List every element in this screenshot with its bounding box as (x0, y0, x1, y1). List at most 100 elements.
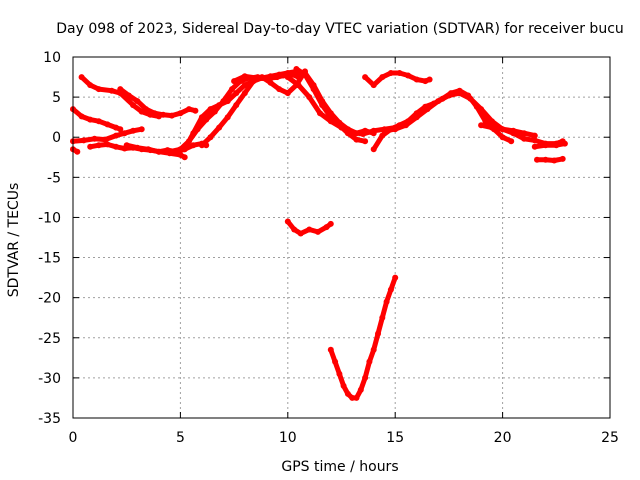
data-point (108, 87, 115, 94)
x-tick-label: 25 (601, 430, 619, 446)
data-point (553, 142, 560, 149)
data-point (521, 130, 528, 137)
data-point (151, 110, 158, 117)
data-point (327, 220, 334, 227)
x-tick-label: 10 (279, 430, 297, 446)
data-point (542, 156, 549, 163)
data-point (314, 228, 321, 235)
series-line (328, 275, 398, 401)
data-point (302, 70, 308, 76)
data-point (370, 346, 377, 353)
series-track-s (531, 140, 568, 150)
data-point (198, 114, 205, 121)
data-point (138, 126, 145, 133)
grid (73, 57, 610, 418)
y-tick-label: 0 (52, 130, 61, 146)
data-point (276, 86, 283, 93)
y-tick-label: -25 (38, 331, 61, 347)
data-point (402, 122, 409, 129)
y-axis-label: SDTVAR / TECUs (6, 183, 22, 298)
data-point (177, 110, 184, 117)
data-point (241, 82, 248, 89)
data-point (190, 142, 197, 149)
y-tick-label: 10 (43, 50, 61, 66)
data-point (381, 127, 388, 134)
data-point (87, 116, 94, 123)
data-point (534, 156, 540, 163)
data-point (336, 119, 343, 126)
data-point (344, 390, 351, 397)
data-point (375, 330, 381, 337)
y-tick-label: 5 (52, 90, 61, 106)
data-point (121, 130, 128, 137)
data-point (117, 86, 124, 93)
data-point (379, 314, 386, 321)
data-point (134, 98, 141, 105)
data-point (435, 98, 442, 105)
data-point (186, 106, 192, 113)
data-point (95, 86, 102, 93)
data-point (362, 74, 369, 81)
data-point (198, 142, 205, 149)
data-point (542, 142, 549, 149)
data-point (413, 114, 420, 121)
y-tick-label: -30 (38, 371, 61, 387)
data-point (130, 127, 137, 134)
data-point (145, 146, 152, 153)
series-track-n (302, 70, 377, 137)
data-point (392, 126, 399, 133)
data-point (87, 82, 94, 89)
data-point (478, 122, 485, 129)
data-point (95, 118, 102, 125)
data-point (207, 106, 214, 113)
data-point (291, 226, 298, 233)
y-tick-label: -15 (38, 251, 61, 267)
data-point (181, 154, 188, 161)
data-point (295, 82, 302, 89)
series-track-b (117, 86, 199, 119)
data-point (190, 130, 197, 137)
chart-title: Day 098 of 2023, Sidereal Day-to-day VTE… (56, 21, 624, 37)
series-line (532, 141, 568, 150)
data-point (510, 127, 517, 134)
data-point (207, 134, 214, 141)
data-point (336, 370, 343, 377)
data-point (297, 230, 304, 237)
data-point (284, 90, 291, 97)
data-point (155, 148, 162, 155)
data-point (353, 136, 360, 143)
y-tick-label: -35 (38, 411, 61, 427)
data-point (130, 102, 137, 109)
data-point (74, 148, 81, 155)
data-point (78, 113, 85, 120)
data-point (327, 346, 334, 353)
data-point (488, 118, 495, 125)
data-point (353, 394, 360, 401)
data-point (306, 226, 313, 233)
data-point (426, 76, 433, 83)
data-point (332, 358, 339, 365)
data-point (531, 137, 538, 144)
data-point (241, 73, 248, 80)
data-point (424, 106, 431, 113)
series-track-u (284, 218, 334, 237)
data-point (233, 102, 240, 109)
series-track-d (70, 126, 145, 145)
x-tick-label: 5 (176, 430, 185, 446)
data-point (87, 143, 94, 150)
y-tick-label: -20 (38, 291, 61, 307)
series-track-o (362, 70, 433, 89)
data-point (117, 126, 124, 133)
data-point (508, 138, 515, 145)
data-point (396, 70, 403, 76)
data-point (229, 86, 235, 93)
series-track-e (70, 146, 81, 155)
data-point (143, 106, 149, 113)
data-point (531, 143, 538, 150)
data-point (561, 140, 568, 147)
x-tick-label: 20 (494, 430, 512, 446)
plot-frame (72, 56, 611, 419)
data-point (233, 90, 240, 97)
